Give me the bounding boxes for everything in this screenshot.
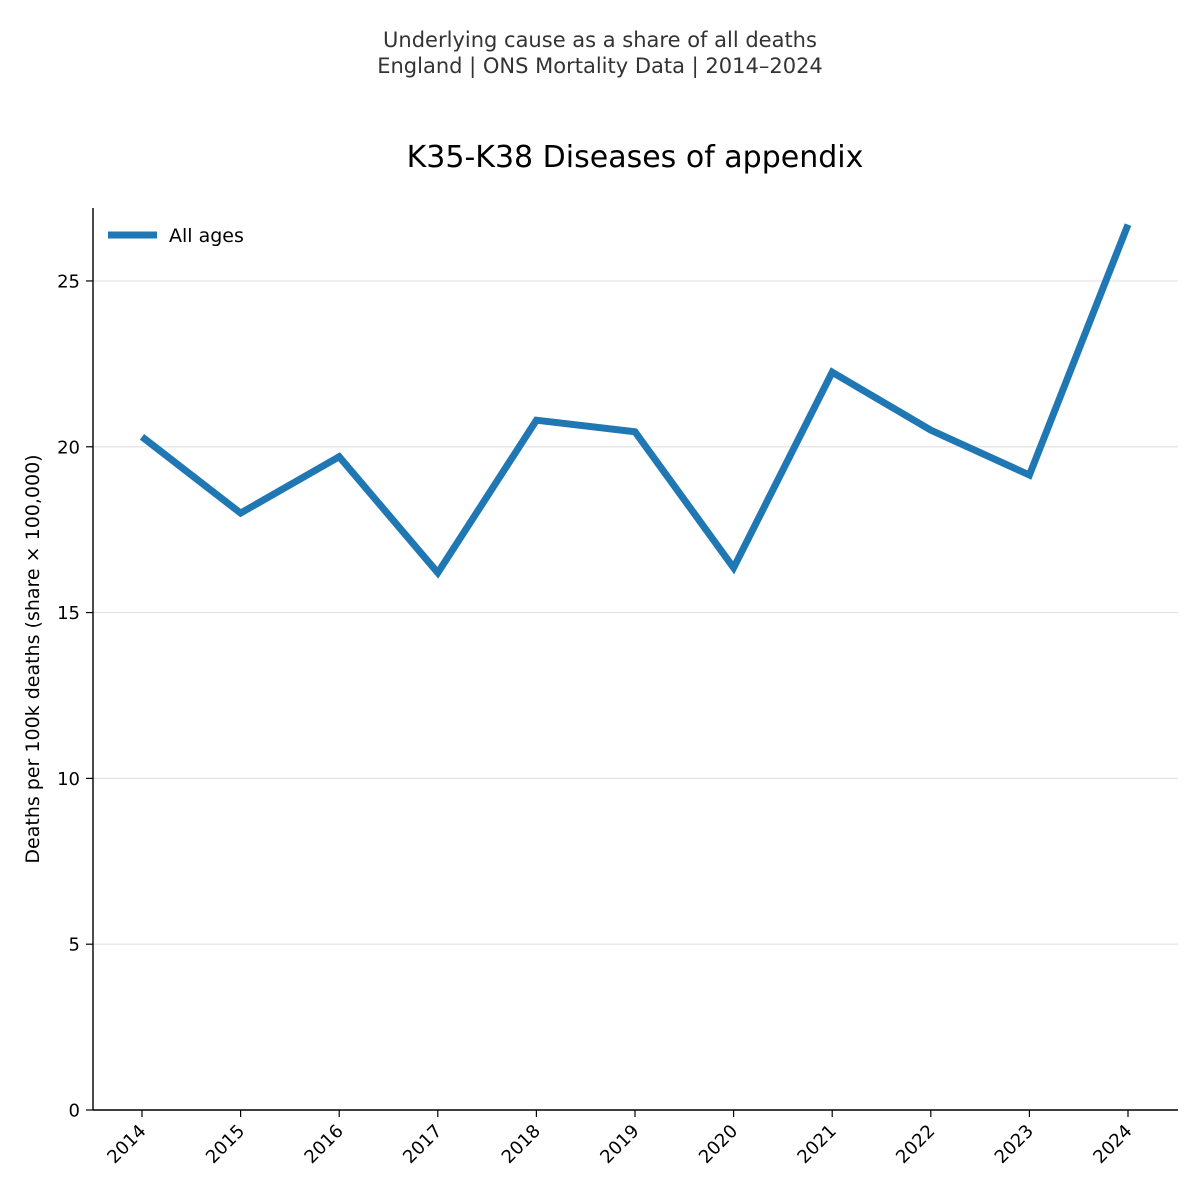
x-tick-label-2014: 2014 (103, 1121, 150, 1168)
x-tick-label-2020: 2020 (695, 1121, 742, 1168)
legend-label: All ages (169, 225, 244, 247)
y-tick-label-5: 5 (69, 935, 80, 956)
x-ticks: 2014 2015 2016 2017 2018 2019 2020 2021 2022 2023… (103, 1110, 1137, 1168)
gridlines (93, 280, 1178, 945)
y-tick-label-15: 15 (57, 603, 80, 624)
x-tick-label-2022: 2022 (892, 1121, 939, 1168)
x-tick-label-2019: 2019 (596, 1121, 643, 1168)
x-tick-label-2017: 2017 (399, 1121, 446, 1168)
y-axis-label: Deaths per 100k deaths (share × 100,000) (22, 454, 44, 863)
x-tick-label-2016: 2016 (300, 1121, 347, 1168)
x-tick-label-2018: 2018 (498, 1121, 545, 1168)
suptitle-line-2: England | ONS Mortality Data | 2014–2024 (377, 54, 823, 79)
series-layer (139, 223, 1132, 579)
y-tick-label-25: 25 (57, 271, 80, 292)
y-ticks: 0 5 10 15 20 25 (57, 271, 93, 1122)
chart-title: K35-K38 Diseases of appendix (407, 140, 864, 175)
x-tick-label-2023: 2023 (991, 1121, 1038, 1168)
series-line-all-ages (139, 223, 1132, 579)
y-tick-label-20: 20 (57, 437, 80, 458)
y-tick-label-0: 0 (69, 1101, 80, 1122)
x-tick-label-2015: 2015 (202, 1121, 249, 1168)
legend: All ages (108, 225, 244, 247)
axes (92, 208, 1178, 1111)
suptitle-line-1: Underlying cause as a share of all death… (383, 28, 817, 52)
x-tick-label-2024: 2024 (1089, 1121, 1136, 1168)
x-tick-label-2021: 2021 (793, 1121, 840, 1168)
y-tick-label-10: 10 (57, 769, 80, 790)
